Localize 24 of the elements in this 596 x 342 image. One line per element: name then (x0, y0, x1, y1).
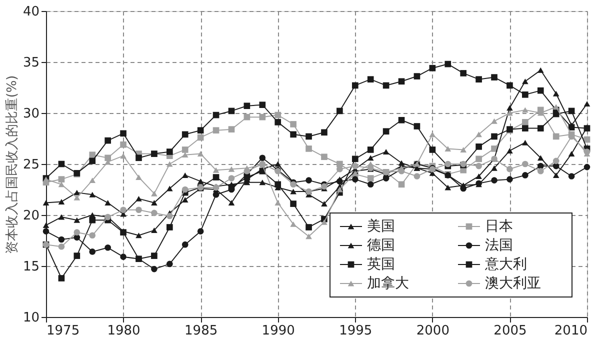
x-tick-label: 1995 (339, 324, 372, 338)
y-tick-label: 35 (22, 56, 40, 70)
legend-label: 德国 (367, 238, 395, 254)
legend-label: 加拿大 (367, 276, 409, 292)
y-tick-label: 25 (22, 158, 40, 172)
y-tick-label: 10 (22, 310, 40, 326)
legend-label: 英国 (367, 256, 395, 272)
x-tick-label: 2000 (416, 324, 450, 338)
legend-label: 日本 (485, 218, 513, 234)
y-tick-label: 15 (22, 260, 40, 274)
legend-label: 法国 (485, 238, 513, 254)
legend-label: 澳大利亚 (485, 276, 541, 292)
y-axis-title: 资本收入占国民收入的比重(%) (4, 75, 20, 254)
y-tick-label: 40 (22, 4, 40, 20)
legend-label: 意大利 (484, 256, 527, 272)
y-tick-label: 30 (22, 106, 40, 122)
x-tick-label: 1980 (107, 324, 140, 338)
x-tick-label: 2005 (494, 324, 527, 338)
x-tick-label: 1985 (184, 324, 218, 338)
x-tick-label: 1990 (262, 324, 295, 338)
legend-label: 美国 (367, 218, 395, 234)
x-tick-label: 2010 (554, 324, 588, 338)
y-tick-label: 20 (22, 208, 40, 224)
x-tick-label: 1975 (46, 324, 80, 338)
